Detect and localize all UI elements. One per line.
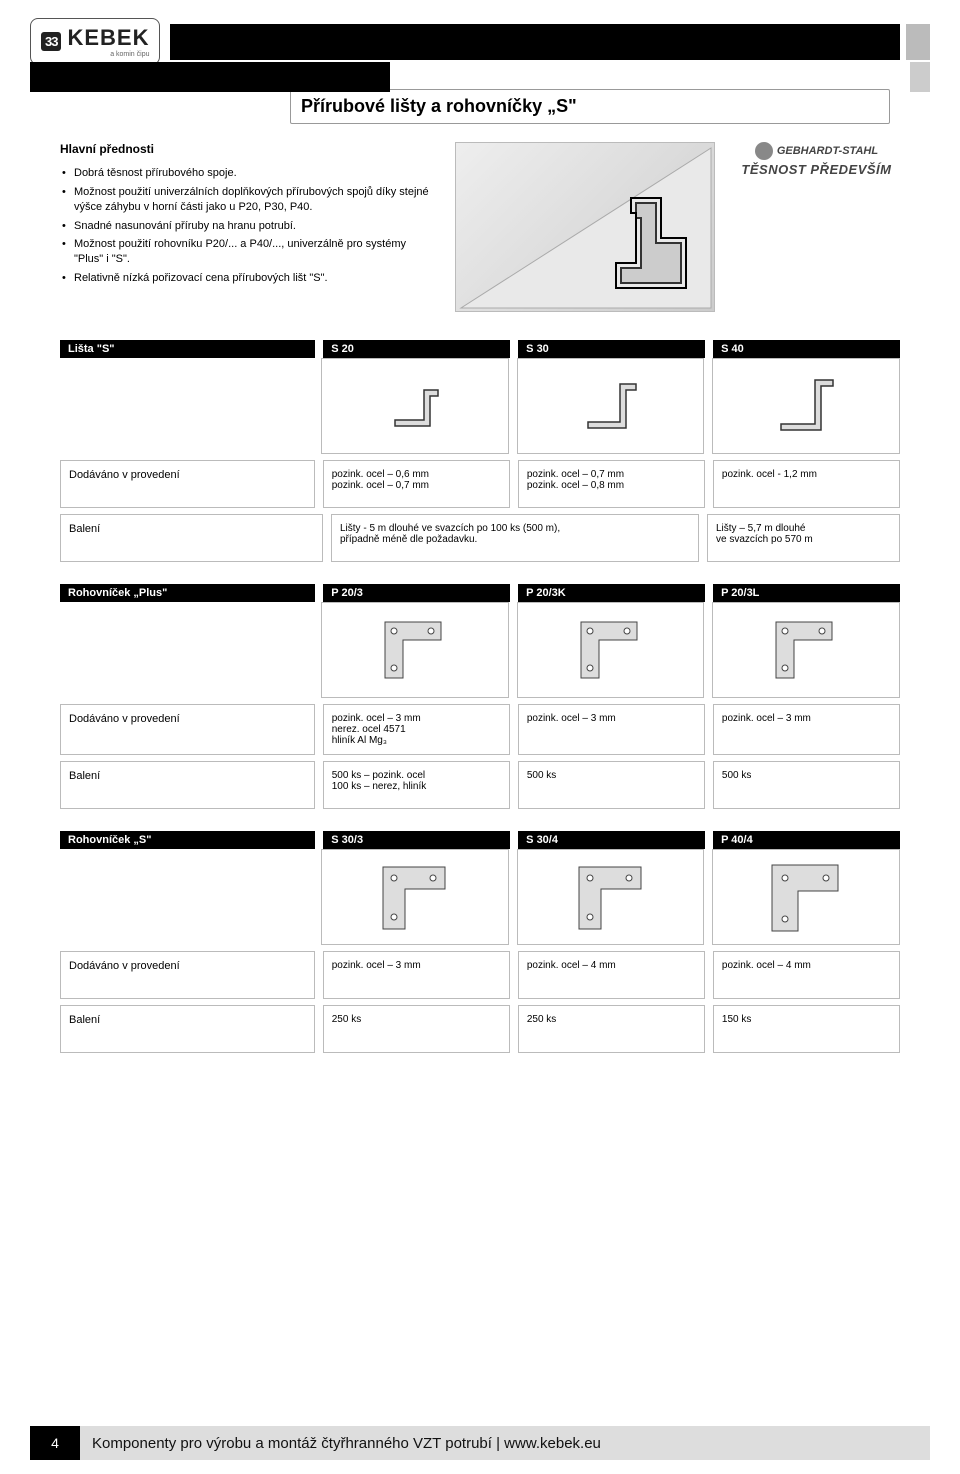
- col-header: P 40/4: [713, 831, 900, 849]
- section-title: Přírubové lišty a rohovníčky „S": [290, 89, 890, 124]
- col-header: S 30/3: [323, 831, 510, 849]
- intro-bullet: Možnost použití univerzálních doplňkovýc…: [60, 185, 431, 215]
- roh-plus-label: Rohovníček „Plus": [60, 584, 315, 602]
- profile-drawing: [321, 358, 509, 454]
- cell: 500 ks – pozink. ocel 100 ks – nerez, hl…: [323, 761, 510, 809]
- logo-subtext: a komin čipu: [67, 51, 149, 58]
- cell: pozink. ocel - 1,2 mm: [713, 460, 900, 508]
- spacer: [60, 602, 313, 698]
- col-header: S 20: [323, 340, 510, 358]
- cell: pozink. ocel – 3 mm nerez. ocel 4571 hli…: [323, 704, 510, 755]
- profile-illustration: [455, 142, 715, 312]
- col-header: S 40: [713, 340, 900, 358]
- cell: Lišty - 5 m dlouhé ve svazcích po 100 ks…: [331, 514, 699, 562]
- header-bar-end: [906, 24, 930, 60]
- header-bar: [170, 24, 900, 60]
- cell: 250 ks: [518, 1005, 705, 1053]
- cell: 500 ks: [518, 761, 705, 809]
- spacer: [60, 849, 313, 945]
- cell: 150 ks: [713, 1005, 900, 1053]
- footer-text: Komponenty pro výrobu a montáž čtyřhrann…: [80, 1426, 930, 1460]
- intro-bullet: Relativně nízká pořizovací cena přírubov…: [60, 271, 431, 286]
- brand-icon: [755, 142, 773, 160]
- row-label: Dodáváno v provedení: [60, 704, 315, 755]
- roh-s-label: Rohovníček „S": [60, 831, 315, 849]
- row-label: Dodáváno v provedení: [60, 460, 315, 508]
- profile-drawing: [517, 358, 705, 454]
- intro-heading: Hlavní přednosti: [60, 142, 431, 156]
- intro-bullet: Možnost použití rohovníku P20/... a P40/…: [60, 237, 431, 267]
- lista-s-label: Lišta "S": [60, 340, 315, 358]
- cell: 500 ks: [713, 761, 900, 809]
- bracket-drawing: [712, 849, 900, 945]
- bracket-drawing: [517, 849, 705, 945]
- col-header: S 30: [518, 340, 705, 358]
- profile-drawing: [712, 358, 900, 454]
- col-header: S 30/4: [518, 831, 705, 849]
- sub-header-bar-end: [910, 62, 930, 92]
- intro-bullet: Dobrá těsnost přírubového spoje.: [60, 166, 431, 181]
- logo-icon: 33: [41, 32, 61, 51]
- cell: pozink. ocel – 4 mm: [713, 951, 900, 999]
- cell: pozink. ocel – 0,6 mm pozink. ocel – 0,7…: [323, 460, 510, 508]
- cell: pozink. ocel – 0,7 mm pozink. ocel – 0,8…: [518, 460, 705, 508]
- cell: pozink. ocel – 3 mm: [323, 951, 510, 999]
- row-label: Dodáváno v provedení: [60, 951, 315, 999]
- cell: pozink. ocel – 3 mm: [713, 704, 900, 755]
- bracket-drawing: [321, 849, 509, 945]
- row-label: Balení: [60, 514, 323, 562]
- col-header: P 20/3: [323, 584, 510, 602]
- cell: 250 ks: [323, 1005, 510, 1053]
- logo: 33 KEBEK a komin čipu: [30, 18, 160, 65]
- col-header: P 20/3K: [518, 584, 705, 602]
- spacer: [60, 358, 313, 454]
- page-number: 4: [30, 1426, 80, 1460]
- brand-block: GEBHARDT-STAHL TĚSNOST PŘEDEVŠÍM: [733, 142, 900, 177]
- sub-header-bar: [30, 62, 390, 92]
- brand-tagline: TĚSNOST PŘEDEVŠÍM: [733, 162, 900, 177]
- intro-bullet: Snadné nasunování příruby na hranu potru…: [60, 219, 431, 234]
- col-header: P 20/3L: [713, 584, 900, 602]
- footer: 4 Komponenty pro výrobu a montáž čtyřhra…: [30, 1426, 930, 1460]
- cell: Lišty – 5,7 m dlouhé ve svazcích po 570 …: [707, 514, 900, 562]
- cell: pozink. ocel – 4 mm: [518, 951, 705, 999]
- bracket-drawing: [712, 602, 900, 698]
- logo-text: KEBEK: [67, 25, 149, 50]
- row-label: Balení: [60, 761, 315, 809]
- cell: pozink. ocel – 3 mm: [518, 704, 705, 755]
- row-label: Balení: [60, 1005, 315, 1053]
- bracket-drawing: [517, 602, 705, 698]
- intro-list: Dobrá těsnost přírubového spoje. Možnost…: [60, 166, 431, 286]
- brand-name: GEBHARDT-STAHL: [777, 145, 878, 157]
- bracket-drawing: [321, 602, 509, 698]
